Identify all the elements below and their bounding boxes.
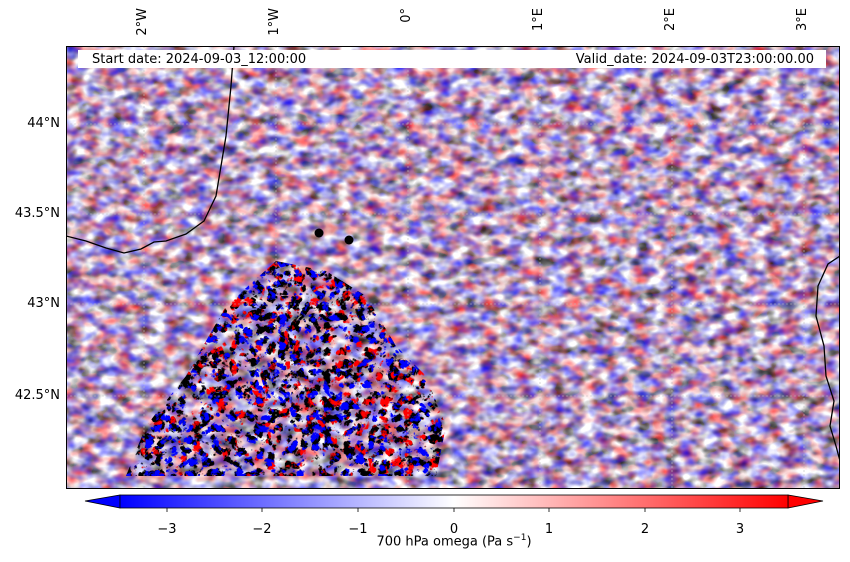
colorbar-tick-label: 2 xyxy=(640,522,650,537)
colorbar xyxy=(84,494,824,512)
map-point xyxy=(314,228,324,238)
colorbar-tick-label: 1 xyxy=(544,522,554,537)
lat-tick-label: 42.5°N xyxy=(14,388,60,403)
colorbar-tick-label: −3 xyxy=(157,522,177,537)
coastline-biscay xyxy=(66,46,235,254)
colorbar-tick-label: −2 xyxy=(252,522,272,537)
colorbar-tick-label: 0 xyxy=(449,522,459,537)
lon-tick-label: 1°W xyxy=(267,8,282,36)
valid-date-label: Valid_date: 2024-09-03T23:00:00.00 xyxy=(575,52,814,67)
lat-tick-label: 43.5°N xyxy=(14,206,60,221)
omega-field xyxy=(66,46,840,489)
annotation-strip xyxy=(78,50,826,68)
graticule xyxy=(66,46,840,489)
lon-tick-label: 3°E xyxy=(795,8,810,31)
lat-tick-label: 44°N xyxy=(27,116,60,131)
lon-tick-label: 2°W xyxy=(135,8,150,36)
colorbar-label-close: ) xyxy=(526,534,532,550)
lat-tick-label: 43°N xyxy=(27,296,60,311)
colorbar-tick-label: −1 xyxy=(348,522,368,537)
lon-tick-label: 2°E xyxy=(663,8,678,31)
colorbar-label-exponent: −1 xyxy=(513,533,527,543)
colorbar-tick-label: 3 xyxy=(735,522,745,537)
map-panel xyxy=(66,46,840,489)
lon-tick-label: 0° xyxy=(399,8,414,23)
map-point xyxy=(344,235,354,245)
colorbar-label: 700 hPa omega (Pa s−1) xyxy=(0,533,850,549)
colorbar-label-text: 700 hPa omega (Pa s xyxy=(376,534,514,550)
lon-tick-label: 1°E xyxy=(531,8,546,31)
start-date-label: Start date: 2024-09-03_12:00:00 xyxy=(92,52,307,67)
coastline-mediterranean xyxy=(815,255,840,462)
